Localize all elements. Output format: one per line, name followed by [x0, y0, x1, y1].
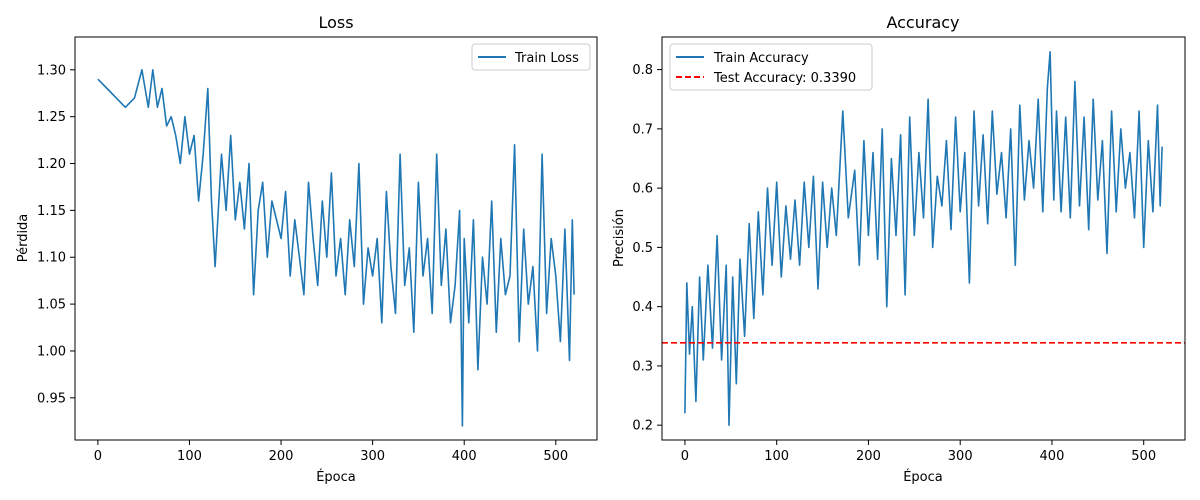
accuracy-y-ticks: 0.2 0.3 0.4 0.5 0.6 0.7 0.8: [632, 63, 662, 434]
accuracy-y-tick-label: 0.7: [632, 122, 653, 137]
loss-x-tick-label: 400: [452, 449, 477, 464]
loss-x-tick-label: 300: [360, 449, 385, 464]
accuracy-legend-label-test: Test Accuracy: 0.3390: [713, 71, 856, 86]
accuracy-xlabel: Época: [903, 469, 943, 485]
loss-y-tick-label: 1.10: [37, 251, 66, 266]
accuracy-y-tick-label: 0.4: [632, 300, 653, 315]
accuracy-legend: Train Accuracy Test Accuracy: 0.3390: [669, 43, 873, 91]
accuracy-y-tick-label: 0.2: [632, 419, 653, 434]
accuracy-legend-box: [669, 43, 873, 91]
accuracy-x-tick-label: 300: [948, 449, 973, 464]
accuracy-x-tick-label: 400: [1040, 449, 1065, 464]
loss-y-tick-label: 1.05: [37, 298, 66, 313]
loss-x-tick-label: 500: [543, 449, 568, 464]
loss-xlabel: Época: [316, 469, 356, 485]
accuracy-panel: Accuracy 0 100 200 300 400 500 0.20.30.40.50.…: [612, 13, 1186, 485]
accuracy-x-tick-label: 100: [764, 449, 789, 464]
accuracy-x-tick-label: 500: [1131, 449, 1156, 464]
loss-panel: Loss 0 100 200 300 400 500 0.95 1.00 1.05 1.10 1.…: [16, 13, 598, 485]
loss-x-tick-label: 100: [177, 449, 202, 464]
loss-title: Loss: [318, 13, 353, 32]
accuracy-axes-frame: [661, 36, 1186, 441]
loss-ylabel: Pérdida: [16, 214, 31, 263]
loss-y-tick-label: 0.95: [37, 391, 66, 406]
loss-axes-frame: [74, 36, 598, 441]
accuracy-series-group: [662, 50, 1185, 427]
loss-series-group: [97, 69, 575, 427]
loss-legend-box: [471, 43, 591, 71]
loss-x-tick-label: 0: [94, 449, 102, 464]
accuracy-y-tick-label: 0.8: [632, 63, 653, 78]
loss-legend-label: Train Loss: [514, 51, 579, 66]
loss-x-tick-label: 200: [269, 449, 294, 464]
accuracy-x-tick-label: 200: [856, 449, 881, 464]
accuracy-series-line-0: [684, 50, 1163, 427]
loss-y-ticks: 0.95 1.00 1.05 1.10 1.15 1.20 1.25 1.30: [37, 63, 75, 406]
loss-legend: Train Loss: [471, 43, 591, 71]
loss-y-tick-label: 1.15: [37, 204, 66, 219]
accuracy-y-tick-label: 0.6: [632, 182, 653, 197]
loss-y-tick-label: 1.00: [37, 344, 66, 359]
loss-y-tick-label: 1.30: [37, 63, 66, 78]
accuracy-x-ticks: 0 100 200 300 400 500: [681, 440, 1156, 464]
loss-x-ticks: 0 100 200 300 400 500: [94, 440, 568, 464]
accuracy-title: Accuracy: [886, 13, 959, 32]
accuracy-y-tick-label: 0.3: [632, 359, 653, 374]
loss-y-tick-label: 1.25: [37, 110, 66, 125]
accuracy-ylabel: Precisión: [612, 209, 627, 267]
accuracy-x-tick-label: 0: [681, 449, 689, 464]
loss-series-line-0: [97, 69, 575, 427]
accuracy-y-tick-label: 0.5: [632, 241, 653, 256]
accuracy-legend-label-train: Train Accuracy: [713, 51, 809, 66]
loss-y-tick-label: 1.20: [37, 157, 66, 172]
